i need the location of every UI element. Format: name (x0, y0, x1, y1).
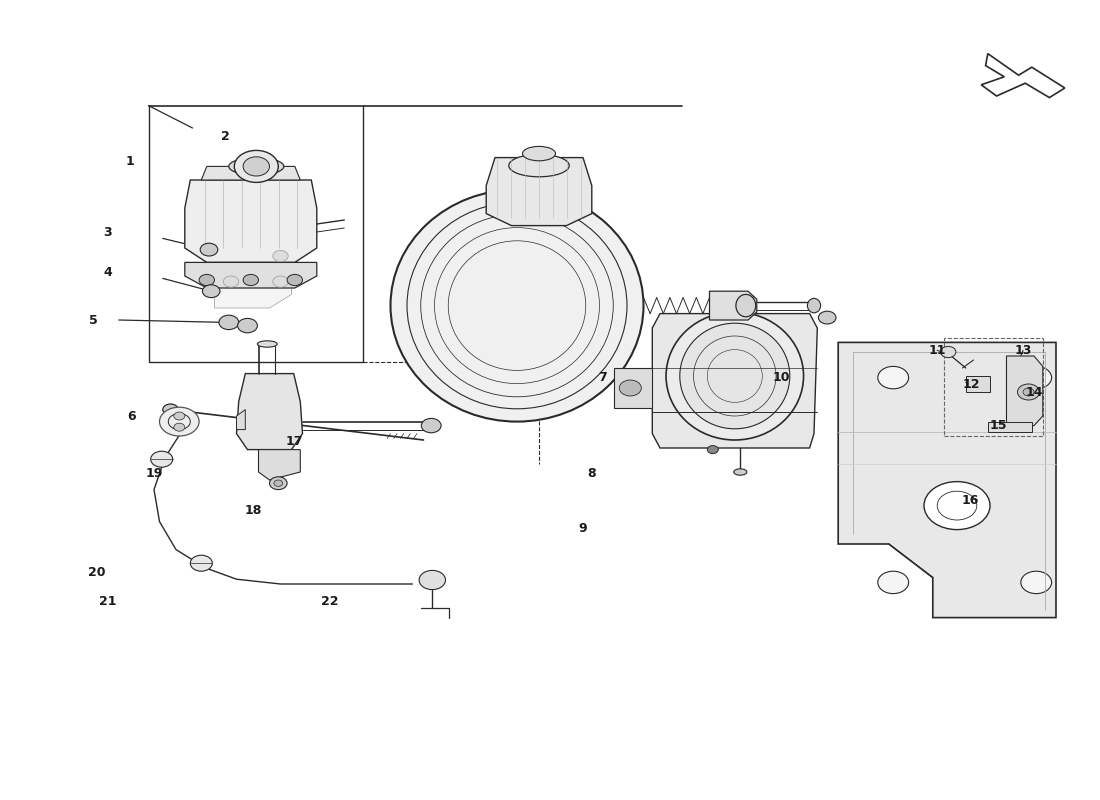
Polygon shape (838, 342, 1056, 618)
Text: 15: 15 (990, 419, 1008, 432)
Polygon shape (185, 180, 317, 262)
Text: 16: 16 (961, 494, 979, 506)
Polygon shape (201, 166, 300, 180)
Circle shape (160, 407, 199, 436)
Text: 13: 13 (1014, 344, 1032, 357)
Circle shape (287, 274, 303, 286)
Polygon shape (652, 314, 817, 448)
Polygon shape (1006, 356, 1043, 426)
Text: 22: 22 (321, 595, 339, 608)
Text: 8: 8 (587, 467, 596, 480)
Circle shape (1021, 571, 1052, 594)
Circle shape (190, 555, 212, 571)
Circle shape (270, 477, 287, 490)
Polygon shape (614, 368, 652, 408)
Text: 3: 3 (103, 226, 112, 238)
Circle shape (274, 480, 283, 486)
Ellipse shape (736, 294, 756, 317)
Polygon shape (966, 376, 990, 392)
Text: 9: 9 (579, 522, 587, 534)
Text: 4: 4 (103, 266, 112, 278)
Text: 5: 5 (89, 314, 98, 326)
Circle shape (273, 250, 288, 262)
Circle shape (174, 412, 185, 420)
Text: 17: 17 (286, 435, 304, 448)
Polygon shape (236, 410, 245, 430)
Circle shape (924, 482, 990, 530)
Ellipse shape (667, 312, 803, 440)
Circle shape (419, 570, 446, 590)
Circle shape (163, 404, 178, 415)
Text: 12: 12 (962, 378, 980, 390)
Circle shape (619, 380, 641, 396)
Polygon shape (258, 450, 300, 480)
Text: 19: 19 (145, 467, 163, 480)
Polygon shape (988, 422, 1032, 432)
Polygon shape (486, 158, 592, 226)
Text: 7: 7 (598, 371, 607, 384)
Text: 11: 11 (928, 344, 946, 357)
Circle shape (421, 418, 441, 433)
Ellipse shape (390, 190, 644, 422)
Polygon shape (236, 374, 302, 450)
Polygon shape (981, 54, 1065, 98)
Circle shape (243, 157, 270, 176)
Polygon shape (214, 243, 292, 308)
Text: 6: 6 (128, 410, 136, 422)
Text: 21: 21 (99, 595, 117, 608)
Circle shape (151, 451, 173, 467)
Circle shape (200, 243, 218, 256)
Ellipse shape (734, 469, 747, 475)
Ellipse shape (807, 298, 821, 313)
Circle shape (878, 366, 909, 389)
Polygon shape (185, 262, 317, 288)
Circle shape (878, 571, 909, 594)
Ellipse shape (680, 323, 790, 429)
Circle shape (1018, 384, 1040, 400)
Ellipse shape (257, 341, 277, 347)
Circle shape (202, 285, 220, 298)
Circle shape (199, 274, 214, 286)
Circle shape (707, 446, 718, 454)
Circle shape (174, 423, 185, 431)
Text: 2: 2 (221, 130, 230, 142)
Ellipse shape (229, 158, 284, 175)
Text: 10: 10 (772, 371, 790, 384)
Circle shape (238, 318, 257, 333)
Circle shape (234, 150, 278, 182)
Text: 20: 20 (88, 566, 106, 578)
Text: 1: 1 (125, 155, 134, 168)
Text: 14: 14 (1025, 386, 1043, 398)
Circle shape (1023, 388, 1034, 396)
Circle shape (1021, 366, 1052, 389)
Ellipse shape (508, 154, 570, 177)
Ellipse shape (522, 146, 556, 161)
Circle shape (243, 274, 258, 286)
Circle shape (223, 276, 239, 287)
Circle shape (273, 276, 288, 287)
Circle shape (940, 346, 956, 358)
Text: 18: 18 (244, 504, 262, 517)
Circle shape (818, 311, 836, 324)
Circle shape (219, 315, 239, 330)
Polygon shape (710, 291, 757, 320)
